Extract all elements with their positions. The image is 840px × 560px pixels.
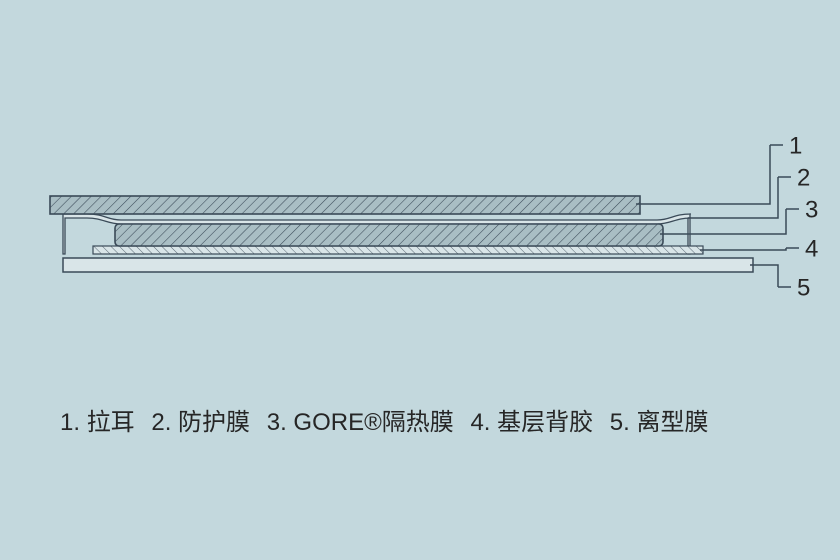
leader-number-5: 5 [797,274,810,301]
legend-number: 3. [267,409,294,436]
legend-label: 离型膜 [636,409,708,436]
leader-number-2: 2 [797,164,810,191]
legend-item-5: 5. 离型膜 [610,409,709,436]
leader-number-4: 4 [805,235,818,262]
legend-item-1: 1. 拉耳 [60,409,135,436]
leader-number-3: 3 [805,196,818,223]
legend-label: 防护膜 [178,409,250,436]
legend-item-2: 2. 防护膜 [151,409,250,436]
legend: 1. 拉耳 2. 防护膜 3. GORE®隔热膜 4. 基层背胶 5. 离型膜 [60,400,800,446]
leader-number-1: 1 [789,132,802,159]
legend-label: 基层背胶 [497,409,593,436]
layer-diagram: 1 2 3 4 5 [0,0,840,560]
legend-label: 拉耳 [87,409,135,436]
legend-item-3: 3. GORE®隔热膜 [267,409,454,436]
legend-number: 4. [470,409,497,436]
legend-number: 2. [151,409,178,436]
diagram-canvas: 1 2 3 4 5 1. 拉耳 2. 防护膜 3. GORE®隔热膜 4. 基层背胶 5… [0,0,840,560]
legend-number: 1. [60,409,87,436]
legend-item-4: 4. 基层背胶 [470,409,593,436]
legend-number: 5. [610,409,637,436]
legend-label: GORE®隔热膜 [293,409,453,436]
